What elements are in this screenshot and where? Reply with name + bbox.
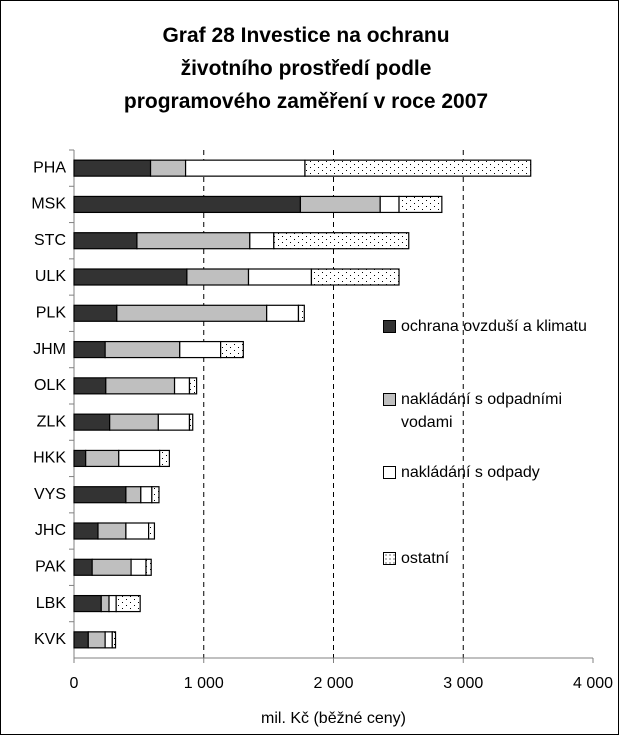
bar-segment	[299, 195, 381, 214]
bar-segment	[85, 449, 120, 468]
bar-segment	[273, 232, 410, 250]
y-tick-label: PAK	[35, 559, 66, 576]
y-tick-label: ULK	[35, 268, 66, 285]
y-tick-label: PLK	[36, 305, 67, 322]
bar-segment	[118, 449, 161, 468]
bar-segment	[186, 268, 250, 286]
bar-segment	[188, 413, 194, 431]
bar-segment	[91, 558, 132, 576]
bar-segment	[157, 413, 191, 431]
x-axis-title: mil. Kč (běžné ceny)	[261, 710, 406, 727]
bar-segment	[151, 486, 160, 504]
legend-item: ostatní	[383, 547, 606, 570]
bar-segment	[145, 558, 152, 576]
legend-label: ostatní	[401, 550, 450, 567]
y-tick-label: OLK	[34, 377, 66, 394]
legend-item: nakládání s odpady	[383, 461, 606, 484]
bar-segment	[73, 232, 138, 250]
y-tick-label: PHA	[33, 159, 66, 176]
bar-segment	[73, 377, 107, 395]
bar-segment	[148, 522, 156, 540]
bar-segment	[398, 195, 443, 214]
x-tick-label: 1 000	[184, 675, 224, 692]
bar-segment	[100, 594, 110, 613]
x-tick-label: 4 000	[573, 675, 613, 692]
bar-segment	[73, 268, 188, 286]
legend-swatch	[383, 320, 396, 333]
bar-segment	[149, 159, 187, 177]
bar-segment	[379, 195, 400, 214]
bar-segment	[104, 340, 181, 359]
bar-segment	[73, 340, 106, 359]
bar-segment	[73, 449, 87, 468]
bar-segment	[73, 413, 111, 431]
bar-segment	[97, 522, 127, 540]
bar-segment	[310, 268, 400, 286]
x-tick-label: 0	[70, 675, 79, 692]
legend-item: ochrana ovzduší a klimatu	[383, 315, 606, 338]
y-tick-label: ZLK	[37, 413, 67, 430]
legend-item: nakládání s odpadními vodami	[383, 388, 606, 434]
bar-segment	[179, 340, 222, 359]
bar-segment	[266, 304, 300, 322]
x-tick-label: 2 000	[313, 675, 353, 692]
bar-segment	[109, 413, 159, 431]
bar-segment	[136, 232, 251, 250]
bar-segment	[249, 232, 275, 250]
y-tick-label: JHM	[33, 341, 66, 358]
bar-segment	[73, 522, 99, 540]
bar-segment	[111, 631, 117, 649]
bar-segment	[130, 558, 147, 576]
legend-label: ochrana ovzduší a klimatu	[401, 318, 587, 335]
bar-segment	[188, 377, 198, 395]
bar-segment	[73, 159, 152, 177]
bar-segment	[115, 594, 141, 613]
bar-segment	[105, 377, 176, 395]
bar-segment	[159, 449, 170, 468]
bar-segment	[87, 631, 106, 649]
y-tick-label: JHC	[35, 522, 66, 539]
bar-segment	[73, 631, 89, 649]
x-tick-label: 3 000	[443, 675, 483, 692]
legend-swatch	[383, 466, 396, 479]
y-tick-label: VYS	[34, 486, 66, 503]
bar-segment	[73, 304, 118, 322]
bar-segment	[173, 377, 191, 395]
bar-segment	[73, 486, 127, 504]
legend-swatch	[383, 552, 396, 565]
bar-segment	[247, 268, 313, 286]
legend-label: nakládání s odpady	[401, 464, 540, 481]
bar-segment	[108, 594, 117, 613]
y-tick-label: HKK	[33, 450, 66, 467]
bar-segment	[297, 304, 305, 322]
legend-swatch	[383, 393, 396, 406]
y-tick-label: MSK	[31, 196, 66, 213]
bar-segment	[73, 594, 102, 613]
bar-segment	[116, 304, 268, 322]
y-tick-label: STC	[34, 232, 66, 249]
chart-title: Graf 28 Investice na ochranu životního p…	[123, 24, 489, 113]
bar-segment	[125, 522, 150, 540]
bar-segment	[73, 558, 93, 576]
bar-segment	[304, 159, 532, 177]
bar-segment	[184, 159, 306, 177]
bar-segment	[104, 631, 113, 649]
legend-label: nakládání s odpadními vodami	[401, 391, 562, 431]
bar-segment	[220, 340, 244, 359]
bar-segment	[140, 486, 153, 504]
bar-segment	[125, 486, 142, 504]
bar-segment	[73, 195, 302, 214]
y-tick-label: LBK	[36, 595, 67, 612]
y-tick-label: KVK	[34, 631, 66, 648]
